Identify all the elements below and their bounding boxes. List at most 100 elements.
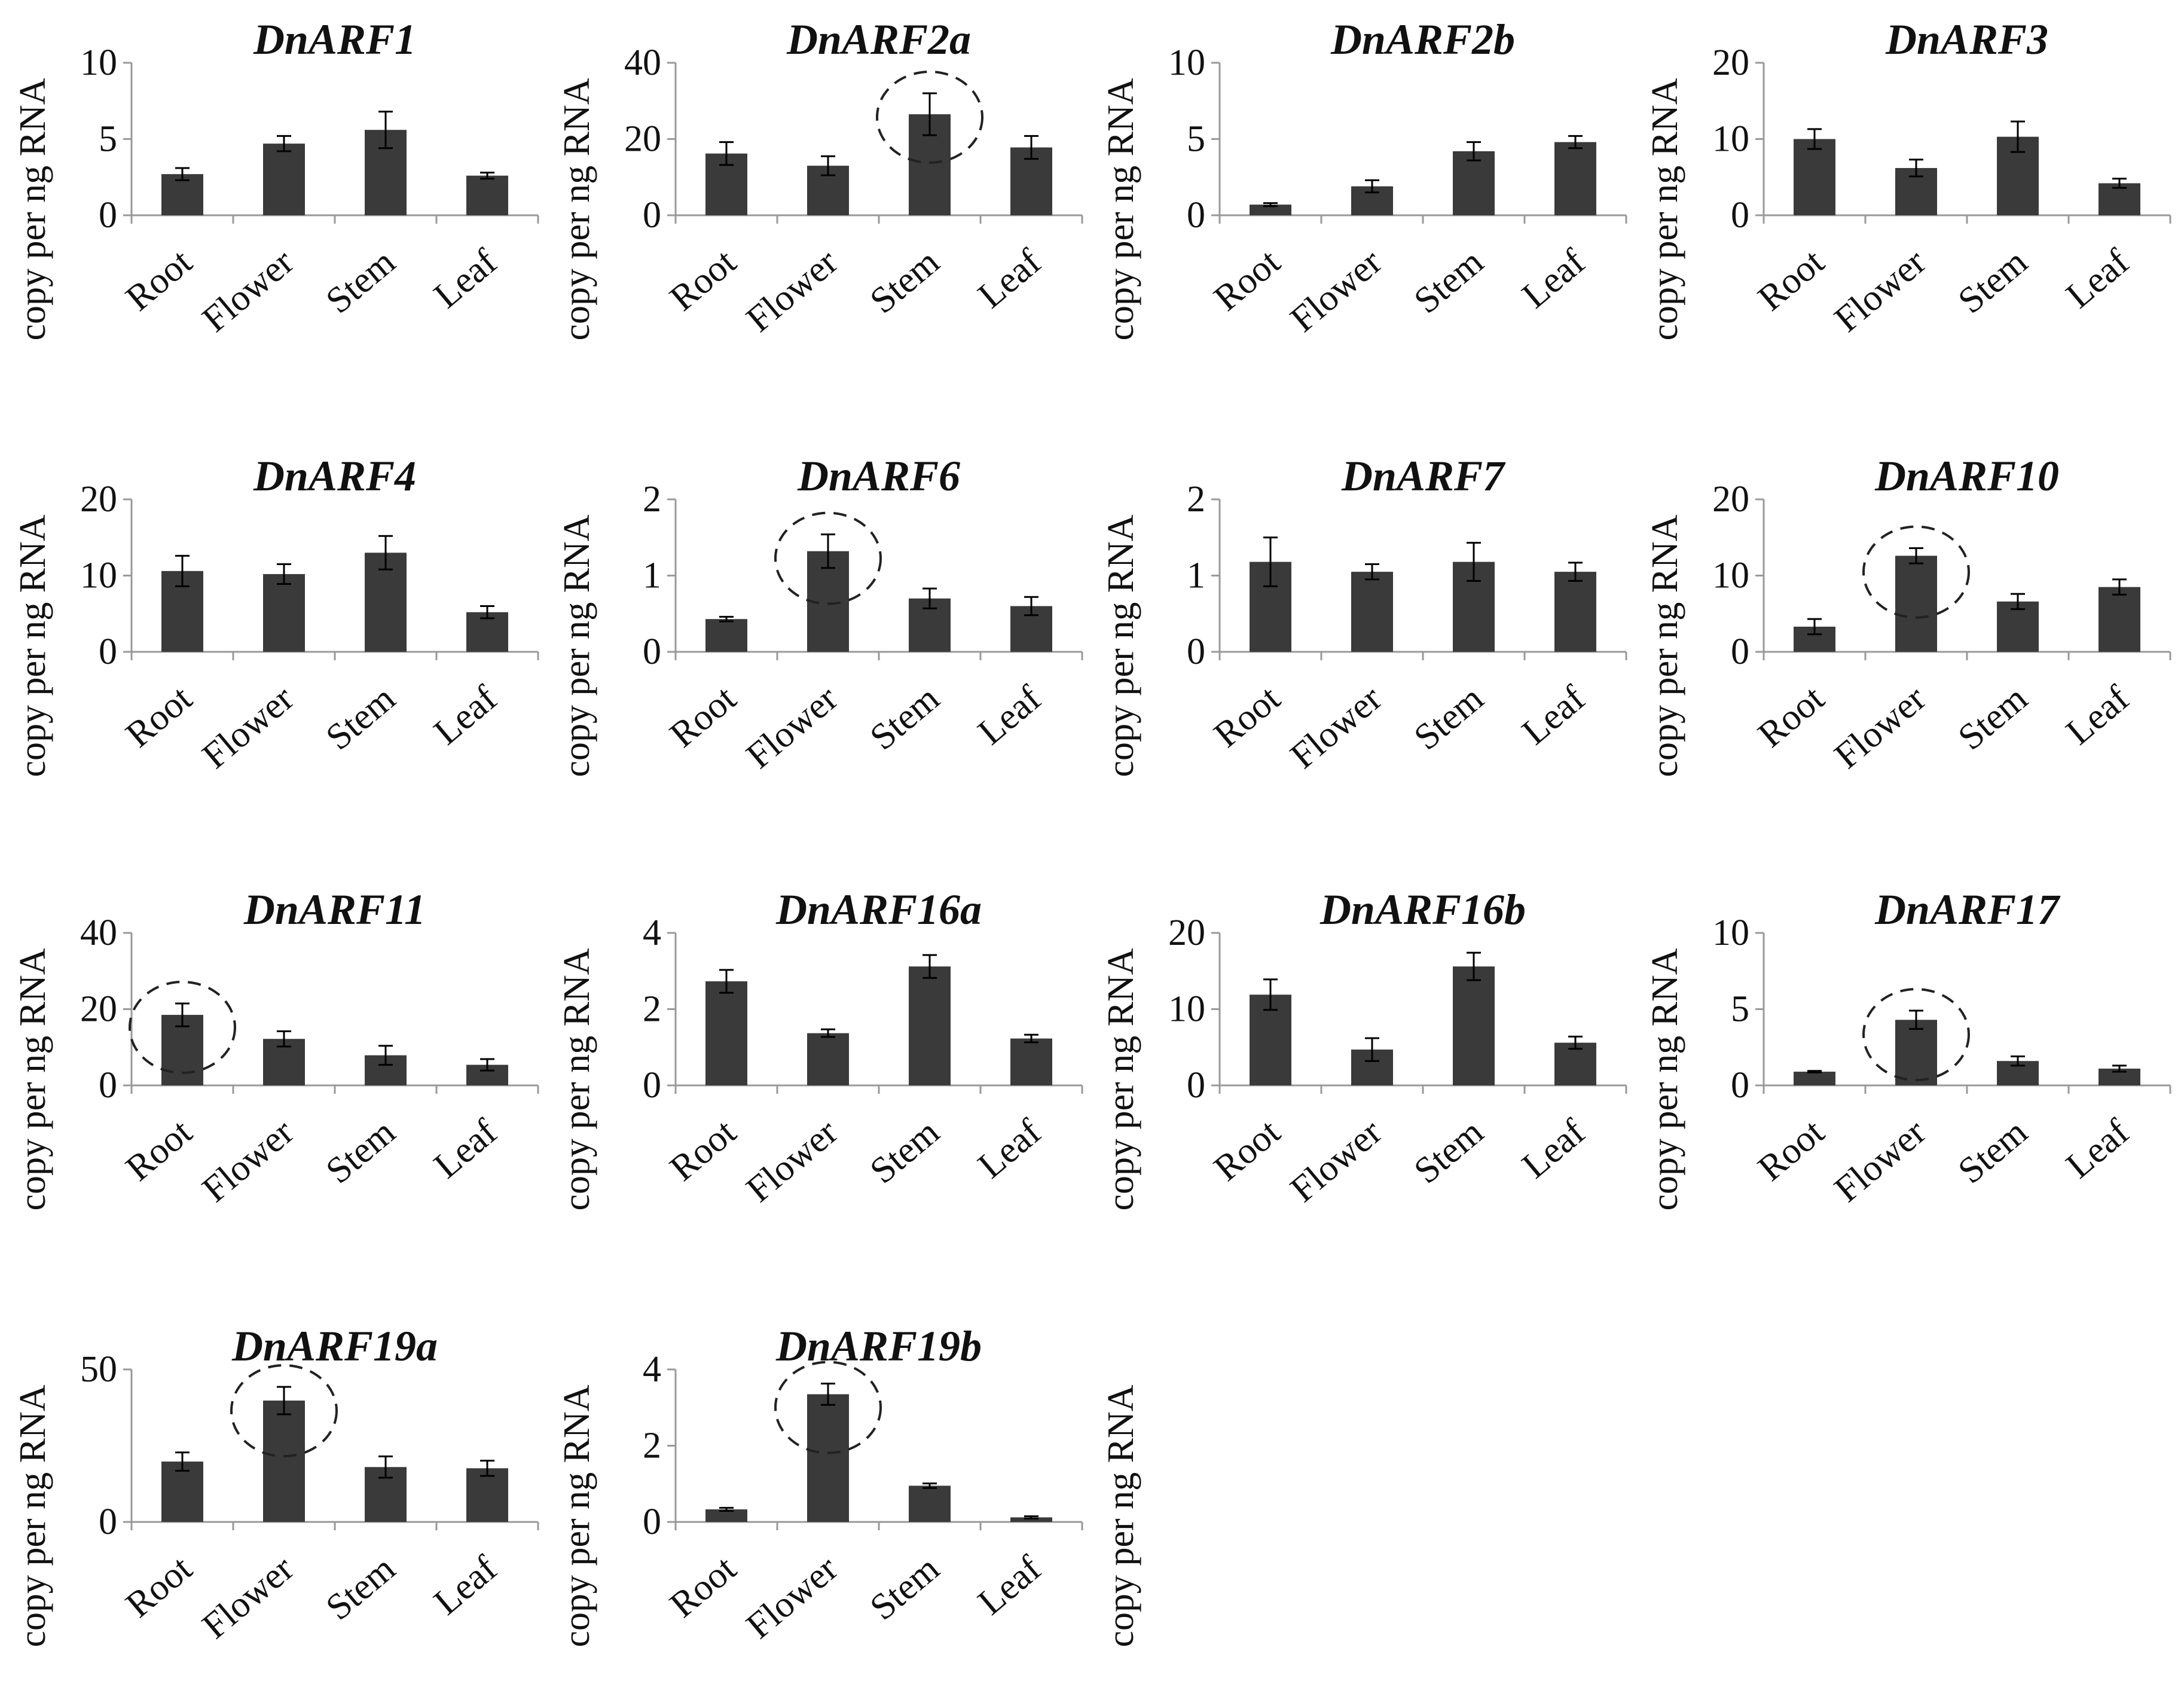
error-bar-leaf xyxy=(1024,596,1038,617)
error-bar-root xyxy=(719,1506,734,1512)
bar-stem xyxy=(909,966,951,1085)
highlight-ellipse xyxy=(129,980,236,1074)
x-tick-label-root: Root xyxy=(662,242,744,319)
highlight-ellipse xyxy=(876,71,983,164)
y-tick-label: 20 xyxy=(1168,913,1205,953)
error-bar-stem xyxy=(378,535,393,571)
error-bar-stem xyxy=(2011,120,2025,153)
y-tick-label: 0 xyxy=(99,195,117,236)
x-tick-label-root: Root xyxy=(118,1112,200,1189)
error-bar-stem xyxy=(923,587,937,609)
bar-leaf xyxy=(466,1468,508,1522)
error-bar-stem xyxy=(1467,141,1481,161)
y-tick-label: 50 xyxy=(80,1349,117,1390)
y-tick-label: 40 xyxy=(80,913,117,953)
error-bar-leaf xyxy=(1568,1035,1583,1050)
x-tick-label-stem: Stem xyxy=(319,1548,403,1628)
x-tick-label-flower: Flower xyxy=(1283,241,1390,340)
x-tick-label-flower: Flower xyxy=(1283,1111,1390,1210)
bar-flower xyxy=(807,1394,849,1522)
x-tick-label-leaf: Leaf xyxy=(2058,1111,2137,1186)
y-tick-label: 0 xyxy=(1187,1065,1205,1106)
y-tick-label: 40 xyxy=(624,42,661,83)
y-tick-label: 4 xyxy=(643,913,661,953)
x-tick-label-flower: Flower xyxy=(195,678,302,776)
y-tick-label: 0 xyxy=(1187,632,1205,672)
y-tick-label: 5 xyxy=(1731,989,1749,1030)
x-tick-label-stem: Stem xyxy=(1951,1112,2035,1192)
x-tick-label-leaf: Leaf xyxy=(970,1111,1049,1186)
error-bar-root xyxy=(719,615,734,623)
y-tick-label: 10 xyxy=(80,42,117,83)
y-tick-label: 0 xyxy=(643,195,661,236)
x-tick-label-stem: Stem xyxy=(863,678,947,758)
x-tick-label-flower: Flower xyxy=(1827,241,1934,340)
bar-root xyxy=(1250,205,1291,215)
error-bar-flower xyxy=(277,563,291,585)
chart-title: DnARF1 xyxy=(253,16,416,63)
bar-root xyxy=(705,981,747,1085)
error-bar-flower xyxy=(277,1030,291,1048)
error-bar-flower xyxy=(1909,158,1923,178)
x-tick-label-leaf: Leaf xyxy=(426,1548,505,1622)
y-axis-label: copy per ng RNA xyxy=(1101,78,1141,340)
x-tick-label-root: Root xyxy=(662,1112,744,1189)
error-bar-stem xyxy=(923,1482,937,1489)
bar-flower xyxy=(1895,1020,1937,1085)
x-tick-label-stem: Stem xyxy=(863,1548,947,1628)
error-bar-stem xyxy=(2011,593,2025,611)
x-tick-label-leaf: Leaf xyxy=(970,678,1049,752)
y-axis-label: copy per ng RNA xyxy=(557,514,597,777)
bar-stem xyxy=(1453,966,1495,1085)
x-tick-label-stem: Stem xyxy=(319,242,403,322)
y-axis-label: copy per ng RNA xyxy=(557,1384,597,1647)
x-tick-label-stem: Stem xyxy=(1951,678,2035,758)
x-tick-label-leaf: Leaf xyxy=(970,241,1049,316)
error-bar-flower xyxy=(821,533,835,569)
x-tick-label-flower: Flower xyxy=(1827,1111,1934,1210)
y-tick-label: 10 xyxy=(1712,556,1749,596)
highlight-ellipse xyxy=(774,511,882,605)
y-tick-label: 0 xyxy=(99,1065,117,1106)
y-tick-label: 10 xyxy=(1712,119,1749,160)
y-tick-label: 2 xyxy=(643,479,661,520)
error-bar-stem xyxy=(923,92,937,136)
x-tick-label-root: Root xyxy=(118,1548,200,1626)
error-bar-root xyxy=(1807,128,1822,150)
x-tick-label-flower: Flower xyxy=(739,1111,846,1210)
bar-flower xyxy=(263,1401,305,1522)
bar-leaf xyxy=(2099,587,2140,652)
y-tick-label: 0 xyxy=(643,1502,661,1542)
y-tick-label: 0 xyxy=(99,632,117,672)
highlight-ellipse xyxy=(774,1360,882,1454)
error-bar-root xyxy=(1263,978,1278,1011)
error-bar-stem xyxy=(2011,1055,2025,1067)
x-tick-label-root: Root xyxy=(662,678,744,756)
highlight-ellipse xyxy=(1862,525,1970,619)
x-tick-label-root: Root xyxy=(1206,242,1288,319)
error-bar-root xyxy=(1807,618,1822,636)
bar-stem xyxy=(1453,151,1495,215)
error-bar-flower xyxy=(1909,547,1923,565)
y-tick-label: 2 xyxy=(1187,479,1205,520)
error-bar-stem xyxy=(378,111,393,150)
chart-title: DnARF6 xyxy=(797,452,960,500)
error-bar-root xyxy=(175,1002,190,1027)
y-axis-label: copy per ng RNA xyxy=(557,78,597,340)
error-bar-root xyxy=(175,1451,190,1472)
error-bar-leaf xyxy=(480,605,494,620)
x-tick-label-flower: Flower xyxy=(1283,678,1390,776)
bar-flower xyxy=(807,1033,849,1085)
chart-title: DnARF4 xyxy=(253,452,416,500)
bar-leaf xyxy=(466,175,508,215)
y-tick-label: 4 xyxy=(643,1349,661,1390)
error-bar-root xyxy=(719,969,734,994)
y-tick-label: 2 xyxy=(643,1426,661,1466)
y-tick-label: 0 xyxy=(1731,1065,1749,1106)
x-tick-label-flower: Flower xyxy=(739,1548,846,1646)
y-axis-label: copy per ng RNA xyxy=(1645,78,1685,340)
